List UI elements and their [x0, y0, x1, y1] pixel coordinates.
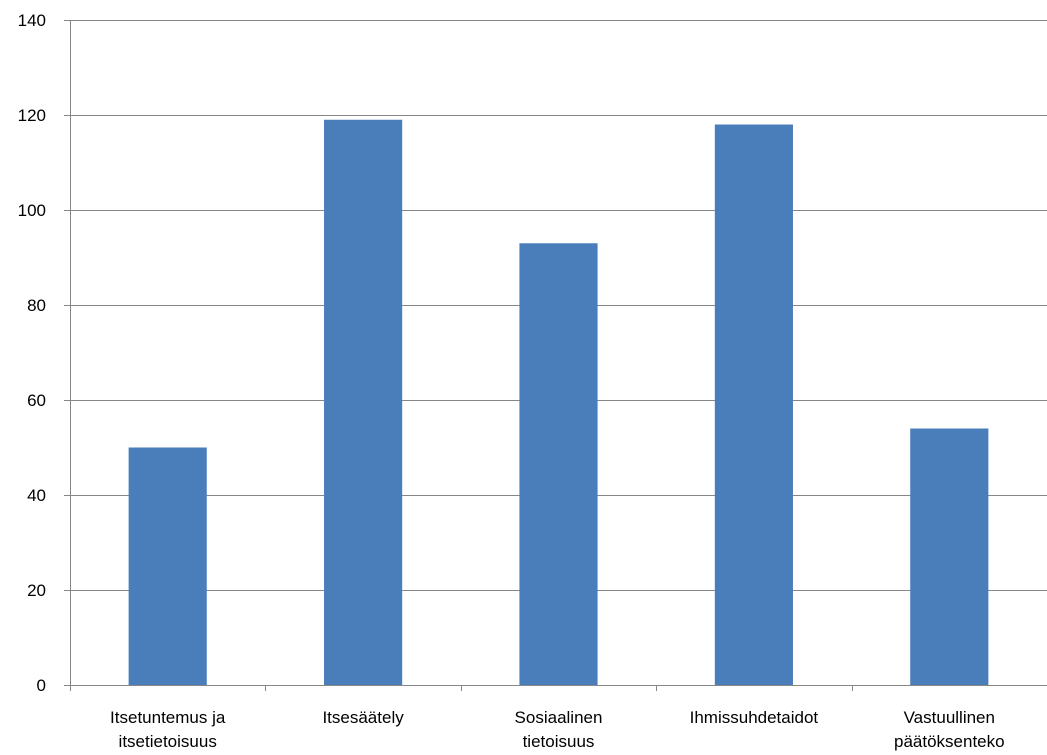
bar: [910, 428, 989, 685]
x-tick-label: Itsesäätely: [322, 708, 404, 727]
y-tick-label: 80: [27, 296, 46, 315]
axes: [64, 20, 1047, 691]
y-tick-label: 100: [18, 201, 46, 220]
y-tick-label: 120: [18, 106, 46, 125]
x-tick-label: Itsetuntemus ja itsetietoisuus: [110, 708, 226, 751]
x-tick-labels: Itsetuntemus ja itsetietoisuus Itsesäätely…: [110, 708, 1005, 751]
x-tick-label: Ihmissuhdetaidot: [690, 708, 819, 727]
y-tick-label: 140: [18, 11, 46, 30]
bar: [128, 447, 207, 685]
bar: [714, 124, 793, 685]
x-tick-label: Sosiaalinen tietoisuus: [515, 708, 603, 751]
bars: [128, 119, 989, 685]
y-tick-labels: 0 20 40 60 80 100 120 140: [18, 11, 46, 695]
y-tick-label: 0: [37, 676, 46, 695]
bar: [519, 243, 598, 685]
y-tick-label: 40: [27, 486, 46, 505]
bar: [324, 119, 403, 685]
y-tick-label: 20: [27, 581, 46, 600]
y-tick-label: 60: [27, 391, 46, 410]
x-tick-label: Vastuullinen päätöksenteko: [894, 708, 1005, 751]
